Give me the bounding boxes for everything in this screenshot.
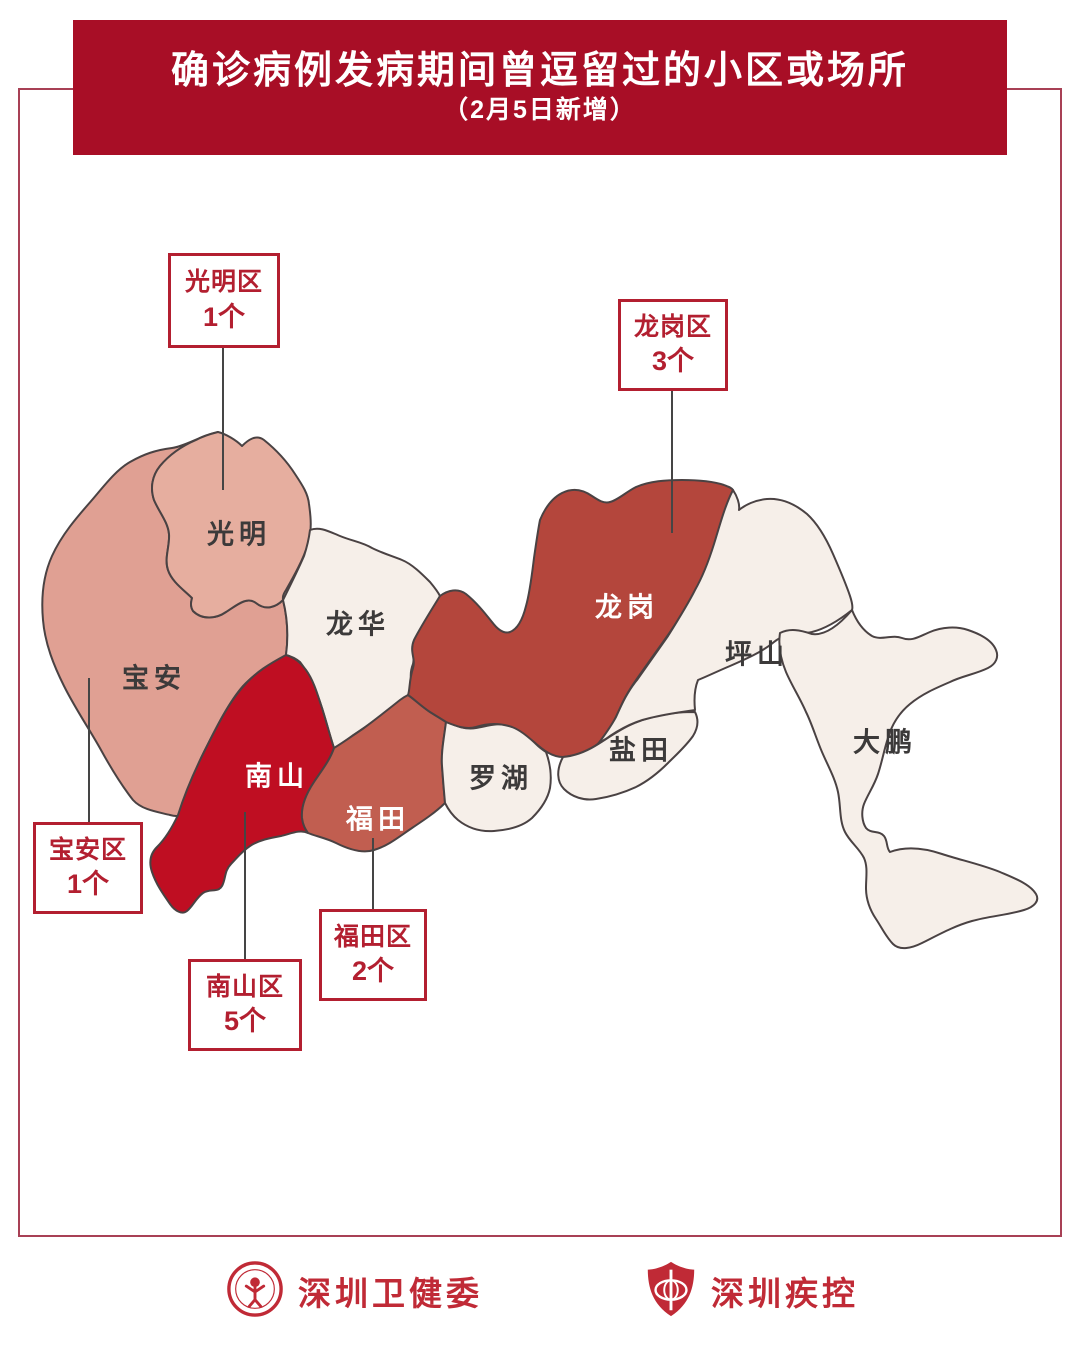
page-title: 确诊病例发病期间曾逗留过的小区或场所 — [170, 50, 909, 92]
footer-org1-label: 深圳卫健委 — [298, 1275, 483, 1312]
callout-district-name: 福田区 — [333, 922, 412, 951]
footer-org-cdc: 深圳疾控 — [645, 1260, 859, 1323]
callout-longgang: 龙岗区 3个 — [618, 299, 728, 391]
callout-line-guangming — [222, 347, 224, 490]
footer-org2-label: 深圳疾控 — [711, 1275, 859, 1312]
callout-nanshan: 南山区 5个 — [188, 959, 302, 1051]
callout-count: 1个 — [66, 869, 110, 900]
footer-org-health-commission: 深圳卫健委 — [226, 1260, 483, 1323]
callout-line-longgang — [671, 390, 673, 533]
callout-count: 3个 — [651, 346, 695, 377]
map-label-yantian: 盐田 — [609, 735, 673, 766]
map-label-longgang: 龙岗 — [595, 592, 659, 623]
map-label-futian: 福田 — [346, 804, 410, 835]
district-pingshan-shape — [597, 489, 854, 745]
health-commission-seal-icon — [226, 1260, 284, 1323]
callout-count: 5个 — [223, 1006, 267, 1037]
map-label-pingshan: 坪山 — [725, 639, 789, 670]
callout-count: 2个 — [351, 956, 395, 987]
callout-district-name: 光明区 — [184, 267, 263, 296]
cdc-globe-shield-icon — [645, 1260, 697, 1323]
callout-guangming: 光明区 1个 — [168, 253, 280, 348]
callout-baoan: 宝安区 1个 — [33, 822, 143, 914]
district-dapeng-shape — [778, 609, 1039, 950]
map-label-dapeng: 大鹏 — [853, 727, 917, 758]
map-label-luohu: 罗湖 — [469, 763, 533, 794]
callout-futian: 福田区 2个 — [319, 909, 427, 1001]
map-label-nanshan: 南山 — [245, 761, 309, 792]
callout-count: 1个 — [202, 302, 246, 333]
page-subtitle: （2月5日新增） — [443, 96, 637, 124]
map-label-longhua: 龙华 — [326, 609, 390, 640]
callout-line-nanshan — [244, 812, 246, 960]
callout-district-name: 南山区 — [205, 972, 284, 1001]
callout-district-name: 宝安区 — [48, 835, 127, 864]
callout-line-futian — [372, 838, 374, 910]
title-banner: 确诊病例发病期间曾逗留过的小区或场所 （2月5日新增） — [73, 20, 1007, 155]
district-guangming-shape — [151, 431, 312, 619]
callout-district-name: 龙岗区 — [633, 312, 712, 341]
map-label-guangming: 光明 — [207, 519, 271, 550]
map-label-baoan: 宝安 — [122, 663, 186, 694]
callout-line-baoan — [88, 678, 90, 822]
